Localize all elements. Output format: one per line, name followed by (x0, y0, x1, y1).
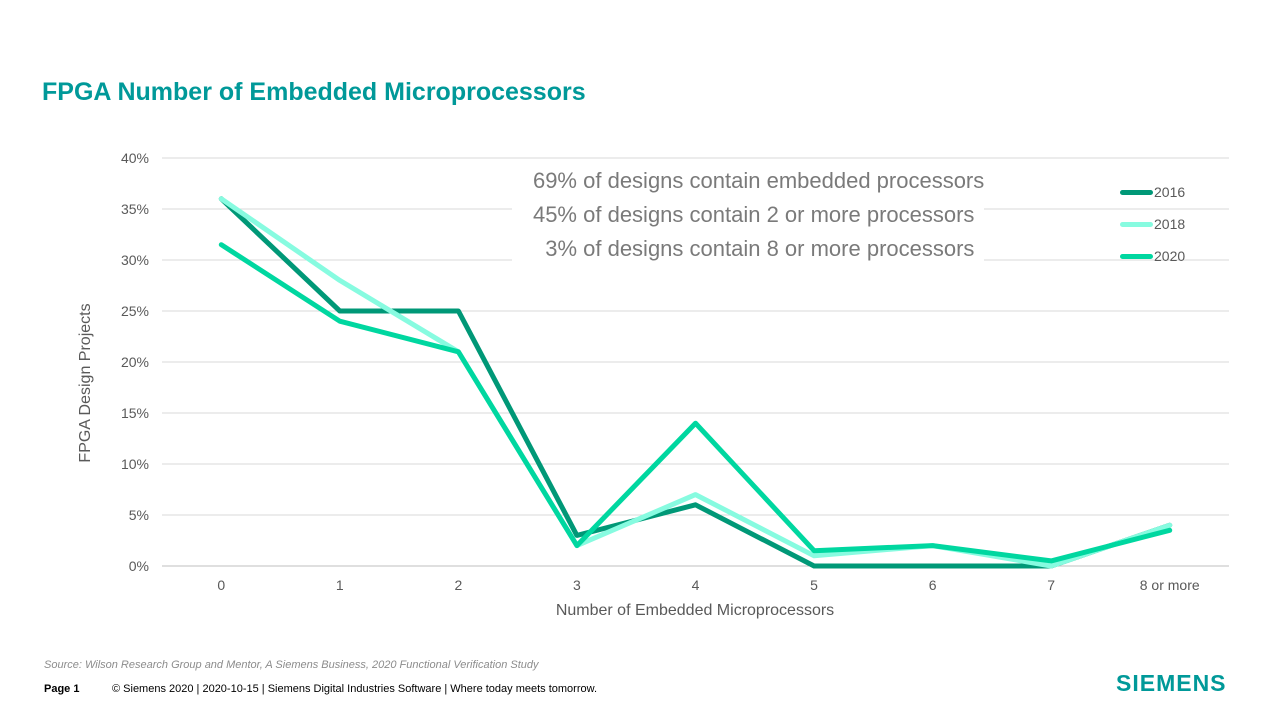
annotation-percent: 45% (532, 202, 577, 227)
y-tick-labels: 0% 5% 10% 15% 20% 25% 30% 35% 40% (121, 150, 149, 574)
series-line-2018 (218, 196, 1173, 569)
source-note: Source: Wilson Research Group and Mentor… (44, 659, 539, 671)
y-tick-label: 0% (129, 558, 149, 574)
chart-legend: 2016 2018 2020 (1120, 176, 1185, 272)
legend-item-2018: 2018 (1120, 208, 1185, 240)
y-tick-label: 15% (121, 405, 149, 421)
x-tick-label: 0 (217, 577, 225, 593)
legend-swatch (1120, 221, 1153, 227)
annotation-embedded: 69% of designs contain embedded processo… (512, 168, 995, 194)
annotation-text: of designs contain 8 or more processors (583, 236, 975, 261)
y-tick-label: 30% (121, 252, 149, 268)
x-tick-label: 1 (336, 577, 344, 593)
x-tick-labels: 0 1 2 3 4 5 6 7 8 or more (217, 577, 1200, 593)
legend-item-2016: 2016 (1120, 176, 1185, 208)
x-tick-label: 7 (1047, 577, 1055, 593)
legend-label: 2016 (1154, 184, 1186, 200)
y-tick-label: 5% (129, 507, 149, 523)
series-line-2020 (218, 242, 1173, 564)
x-tick-label: 6 (929, 577, 937, 593)
page-number: Page 1 (44, 683, 80, 695)
grid (162, 157, 1229, 567)
footer-text: © Siemens 2020 | 2020-10-15 | Siemens Di… (112, 683, 598, 695)
annotation-two-or-more: 45% of designs contain 2 or more process… (512, 202, 985, 228)
y-tick-label: 35% (121, 201, 149, 217)
annotation-text: of designs contain 2 or more processors (583, 202, 975, 227)
slide-title: FPGA Number of Embedded Microprocessors (42, 78, 586, 106)
y-tick-label: 40% (121, 150, 149, 166)
annotation-percent: 3% (545, 236, 577, 261)
y-axis-label: FPGA Design Projects (77, 303, 94, 462)
series-lines (218, 196, 1173, 569)
annotation-eight-or-more: 3% of designs contain 8 or more processo… (512, 236, 985, 262)
series-line-2016 (218, 196, 1173, 569)
x-tick-label: 8 or more (1140, 577, 1200, 593)
y-tick-label: 10% (121, 456, 149, 472)
legend-label: 2018 (1154, 216, 1186, 232)
x-tick-label: 4 (692, 577, 700, 593)
x-tick-label: 5 (810, 577, 818, 593)
legend-swatch (1120, 253, 1153, 259)
legend-label: 2020 (1154, 248, 1186, 264)
siemens-logo: SIEMENS (1116, 670, 1227, 696)
legend-item-2020: 2020 (1120, 240, 1185, 272)
x-tick-label: 2 (454, 577, 462, 593)
legend-swatch (1120, 189, 1153, 195)
annotation-text: of designs contain embedded processors (583, 168, 985, 193)
y-tick-label: 25% (121, 303, 149, 319)
y-tick-label: 20% (121, 354, 149, 370)
x-tick-label: 3 (573, 577, 581, 593)
x-axis-label: Number of Embedded Microprocessors (556, 602, 834, 619)
annotation-percent: 69% (532, 168, 577, 193)
